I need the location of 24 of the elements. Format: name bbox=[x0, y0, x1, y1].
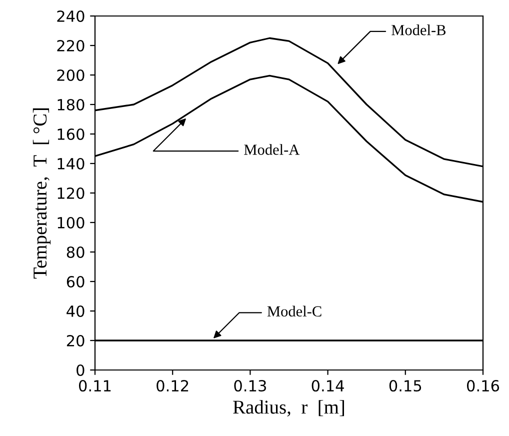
y-tick-label: 220 bbox=[57, 40, 84, 52]
x-tick-label: 0.11 bbox=[79, 380, 111, 392]
x-tick-label: 0.12 bbox=[156, 380, 188, 392]
x-tick-label: 0.15 bbox=[389, 380, 422, 392]
x-tick-label: 0.16 bbox=[467, 380, 500, 392]
annotation: Model-C bbox=[267, 306, 322, 317]
y-tick-label: 200 bbox=[57, 69, 84, 82]
y-tick-label: 100 bbox=[58, 216, 84, 229]
x-axis-title: Radius, r [m] bbox=[233, 400, 344, 417]
x-tick-label: 0.14 bbox=[312, 380, 344, 392]
y-tick-label: 80 bbox=[66, 246, 84, 258]
y-axis-title: Temperature, T [ °C] bbox=[32, 108, 51, 279]
y-tick-label: 160 bbox=[58, 128, 84, 140]
y-tick-label: 240 bbox=[57, 10, 84, 22]
y-tick-label: 60 bbox=[66, 276, 84, 288]
annotation: Model-A bbox=[244, 144, 300, 155]
y-tick-label: 140 bbox=[58, 158, 84, 170]
y-tick-label: 40 bbox=[66, 305, 84, 318]
y-tick-label: 120 bbox=[58, 187, 84, 200]
y-tick-label: 20 bbox=[66, 334, 84, 347]
y-tick-label: 180 bbox=[58, 98, 84, 111]
y-tick-label: 0 bbox=[76, 364, 84, 376]
annotation: Model-B bbox=[392, 24, 446, 36]
x-tick-label: 0.13 bbox=[234, 380, 266, 392]
